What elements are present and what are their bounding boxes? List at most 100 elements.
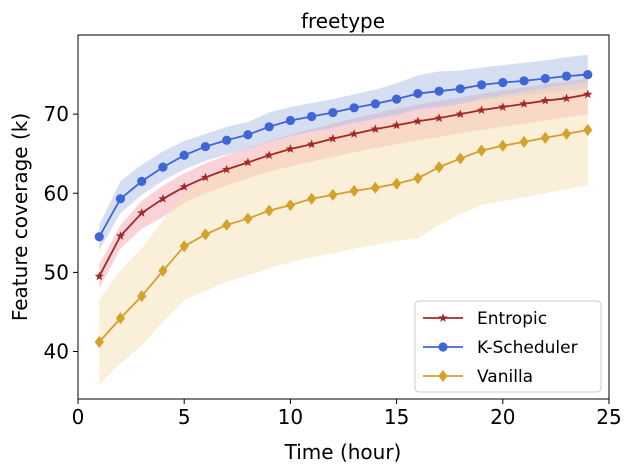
point-k-scheduler-21 [519,76,529,86]
point-k-scheduler-10 [285,115,295,126]
point-entropic-1 [94,271,104,281]
point-vanilla-8 [243,212,253,225]
point-k-scheduler-5 [179,150,189,160]
point-vanilla-12 [328,188,338,201]
point-vanilla-10 [285,199,295,212]
point-entropic-18 [455,109,465,119]
x-axis-label: Time (hour) [284,440,402,464]
x-axis-ticks: 0 5 10 15 20 25 [72,399,622,429]
y-tick-label-60: 60 [44,181,69,205]
x-tick-label-15: 15 [384,405,409,429]
point-k-scheduler-7 [222,135,232,145]
point-k-scheduler-2 [115,194,126,204]
y-tick-label-70: 70 [44,102,69,126]
point-vanilla-3 [137,290,147,303]
x-tick-label-25: 25 [596,405,621,429]
point-k-scheduler-8 [243,130,253,140]
confidence-bands [99,54,588,385]
point-entropic-7 [222,164,232,174]
point-k-scheduler-13 [349,103,359,113]
point-k-scheduler-9 [264,122,274,132]
point-vanilla-9 [264,204,274,217]
point-vanilla-11 [307,192,317,205]
point-vanilla-23 [561,127,572,140]
plot-frame [77,34,610,400]
point-vanilla-13 [349,184,359,197]
y-tick-label-50: 50 [44,260,69,284]
point-k-scheduler-18 [455,84,465,94]
band-k-scheduler [99,54,588,251]
point-vanilla-22 [540,131,550,144]
point-entropic-16 [413,116,423,126]
point-k-scheduler-11 [307,111,317,122]
point-entropic-11 [307,139,317,149]
point-entropic-21 [519,99,529,108]
point-entropic-3 [137,208,147,217]
point-entropic-13 [349,129,359,138]
point-vanilla-14 [370,181,380,194]
chart-title: freetype [301,9,385,33]
x-tick-label-20: 20 [490,405,515,429]
point-vanilla-2 [115,312,126,325]
y-axis-ticks: 40 50 60 70 [44,102,78,364]
point-entropic-24 [583,89,593,99]
point-k-scheduler-24 [583,69,593,80]
y-axis-label: Feature coverage (k) [8,113,32,321]
point-k-scheduler-16 [413,88,423,99]
point-k-scheduler-23 [561,71,572,81]
point-k-scheduler-1 [94,232,104,242]
point-k-scheduler-3 [137,176,147,186]
series-markers [94,69,593,349]
point-vanilla-18 [455,152,465,165]
point-entropic-23 [561,93,572,103]
point-entropic-15 [392,120,402,130]
point-vanilla-16 [413,172,423,185]
point-vanilla-15 [392,177,402,190]
x-tick-label-0: 0 [72,405,85,429]
x-tick-label-5: 5 [178,405,191,429]
point-k-scheduler-17 [434,86,444,96]
legend: Entropic K-Scheduler Vanilla [414,300,602,393]
point-entropic-19 [476,105,487,115]
point-k-scheduler-19 [476,80,487,90]
series-line-entropic [98,93,588,277]
point-k-scheduler-12 [328,107,338,118]
point-entropic-12 [328,133,338,143]
point-k-scheduler-20 [498,77,508,88]
legend-label-entropic: Entropic [477,309,547,329]
point-entropic-2 [115,231,126,240]
x-tick-label-10: 10 [278,405,303,429]
point-k-scheduler-4 [158,162,168,172]
band-vanilla [99,81,588,385]
point-entropic-8 [243,157,253,167]
point-k-scheduler-6 [200,141,211,152]
point-vanilla-24 [583,123,593,136]
legend-marker-entropic [438,313,448,322]
point-entropic-22 [540,95,550,105]
point-entropic-4 [158,194,168,203]
point-k-scheduler-14 [370,99,380,109]
point-entropic-9 [264,150,274,160]
point-vanilla-21 [519,135,529,148]
point-vanilla-19 [476,144,487,157]
point-vanilla-7 [222,218,232,231]
legend-marker-k-scheduler [438,342,448,352]
legend-label-k-scheduler: K-Scheduler [477,338,578,358]
point-k-scheduler-15 [392,94,402,104]
point-entropic-5 [179,182,189,191]
point-vanilla-20 [498,139,508,152]
point-vanilla-5 [179,240,189,253]
point-entropic-20 [498,102,508,111]
point-vanilla-1 [94,336,104,349]
point-entropic-6 [200,172,211,182]
point-vanilla-6 [200,228,211,241]
legend-box [414,300,602,393]
y-tick-label-40: 40 [44,340,69,364]
point-entropic-17 [434,113,444,122]
legend-label-vanilla: Vanilla [477,367,533,387]
point-vanilla-4 [158,264,168,277]
point-vanilla-17 [434,161,444,174]
point-entropic-10 [285,144,295,153]
point-entropic-14 [370,124,380,134]
